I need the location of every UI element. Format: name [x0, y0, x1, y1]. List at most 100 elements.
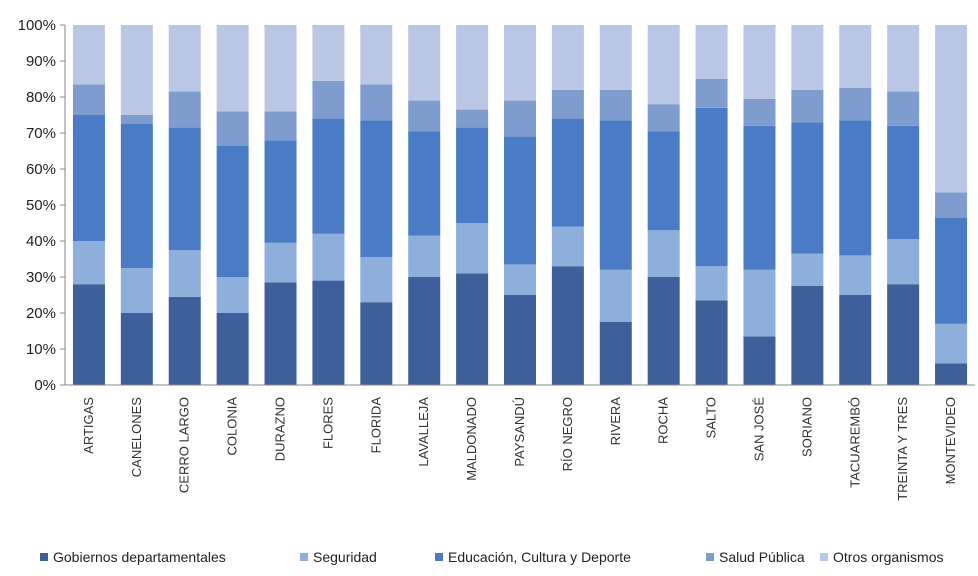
y-tick-label: 30% [26, 269, 56, 286]
bar-segment [839, 120, 872, 256]
bar-segment [743, 98, 776, 126]
legend-item: Seguridad [300, 549, 377, 565]
bar-stack [360, 25, 393, 385]
bar-segment [695, 25, 728, 79]
x-tick-label: TREINTA Y TRES [895, 397, 910, 501]
bar-segment [312, 280, 345, 385]
bar-stack [887, 25, 920, 385]
y-tick-label: 50% [26, 197, 56, 214]
bar-segment [647, 25, 680, 105]
y-tick-label: 80% [26, 89, 56, 106]
bar-segment [120, 25, 153, 115]
legend-label: Gobiernos departamentales [53, 549, 226, 565]
bar-segment [647, 104, 680, 132]
bar-segment [168, 250, 201, 297]
bar-segment [647, 131, 680, 231]
x-tick-label: SAN JOSÉ [751, 397, 766, 462]
bar-segment [360, 120, 393, 258]
legend-swatch [40, 553, 48, 561]
bar-segment [408, 277, 441, 385]
bar-stack [168, 25, 201, 385]
bar-stack [72, 25, 105, 385]
bar-stack [935, 25, 968, 385]
bar-segment [72, 284, 105, 385]
y-tick-label: 10% [26, 341, 56, 358]
bar-segment [887, 284, 920, 385]
y-tick-label: 70% [26, 125, 56, 142]
y-tick-label: 60% [26, 161, 56, 178]
bar-segment [599, 89, 632, 121]
bar-segment [743, 25, 776, 99]
bar-segment [168, 296, 201, 385]
bar-segment [312, 25, 345, 81]
bar-segment [551, 89, 584, 119]
bar-segment [839, 295, 872, 385]
bar-segment [168, 91, 201, 128]
bar-segment [504, 264, 536, 295]
bar-stack [216, 25, 249, 385]
bar-segment [456, 223, 489, 274]
x-tick-label: COLONIA [225, 397, 240, 456]
legend-item: Gobiernos departamentales [40, 549, 226, 565]
legend-swatch [706, 553, 714, 561]
bar-segment [887, 125, 920, 240]
bar-segment [743, 336, 776, 385]
bar-segment [168, 127, 201, 250]
bar-segment [360, 25, 393, 85]
bar-segment [264, 282, 297, 385]
bar-segment [551, 226, 584, 267]
bar-segment [647, 277, 680, 385]
bar-segment [312, 233, 345, 281]
x-tick-label: MONTEVIDEO [943, 397, 958, 484]
bar-segment [887, 25, 920, 92]
bar-segment [120, 313, 153, 385]
bar-stack [264, 25, 297, 385]
bar-segment [935, 323, 968, 364]
bar-stack [408, 25, 441, 385]
y-tick-label: 100% [18, 17, 56, 34]
bar-segment [504, 25, 536, 101]
bar-segment [935, 25, 968, 193]
bar-segment [312, 80, 345, 119]
bar-segment [120, 115, 153, 124]
x-tick-label: SALTO [704, 397, 719, 438]
bar-stack [647, 25, 680, 385]
legend-item: Educación, Cultura y Deporte [435, 549, 631, 565]
bar-segment [839, 25, 872, 88]
y-tick-label: 0% [34, 377, 56, 394]
bar-segment [743, 125, 776, 270]
bar-area [72, 25, 968, 385]
bar-segment [935, 192, 968, 218]
bar-segment [360, 302, 393, 385]
bar-stack [791, 25, 824, 385]
bar-segment [695, 300, 728, 385]
legend-swatch [820, 553, 828, 561]
bar-segment [695, 266, 728, 301]
bar-segment [599, 322, 632, 385]
bar-segment [408, 100, 441, 132]
x-tick-label: SORIANO [799, 397, 814, 457]
bar-segment [695, 79, 728, 108]
bar-segment [599, 269, 632, 322]
bar-segment [408, 131, 441, 236]
bar-stack [504, 25, 536, 385]
bar-segment [504, 100, 536, 137]
legend-item: Otros organismos [820, 549, 943, 565]
legend-label: Otros organismos [833, 549, 944, 565]
bar-segment [551, 266, 584, 385]
x-tick-label: DURAZNO [273, 397, 288, 461]
x-tick-label: CERRO LARGO [177, 397, 192, 493]
x-tick-label: FLORES [320, 397, 335, 449]
bar-segment [695, 107, 728, 267]
bar-stack [743, 25, 776, 385]
bar-segment [456, 273, 489, 385]
bar-segment [312, 118, 345, 234]
bar-stack [120, 25, 153, 385]
x-tick-label: FLORIDA [368, 397, 383, 454]
bar-segment [72, 84, 105, 115]
bar-segment [456, 127, 489, 223]
y-tick-label: 40% [26, 233, 56, 250]
x-tick-label: MALDONADO [464, 397, 479, 481]
bar-segment [360, 257, 393, 303]
bar-segment [168, 25, 201, 92]
